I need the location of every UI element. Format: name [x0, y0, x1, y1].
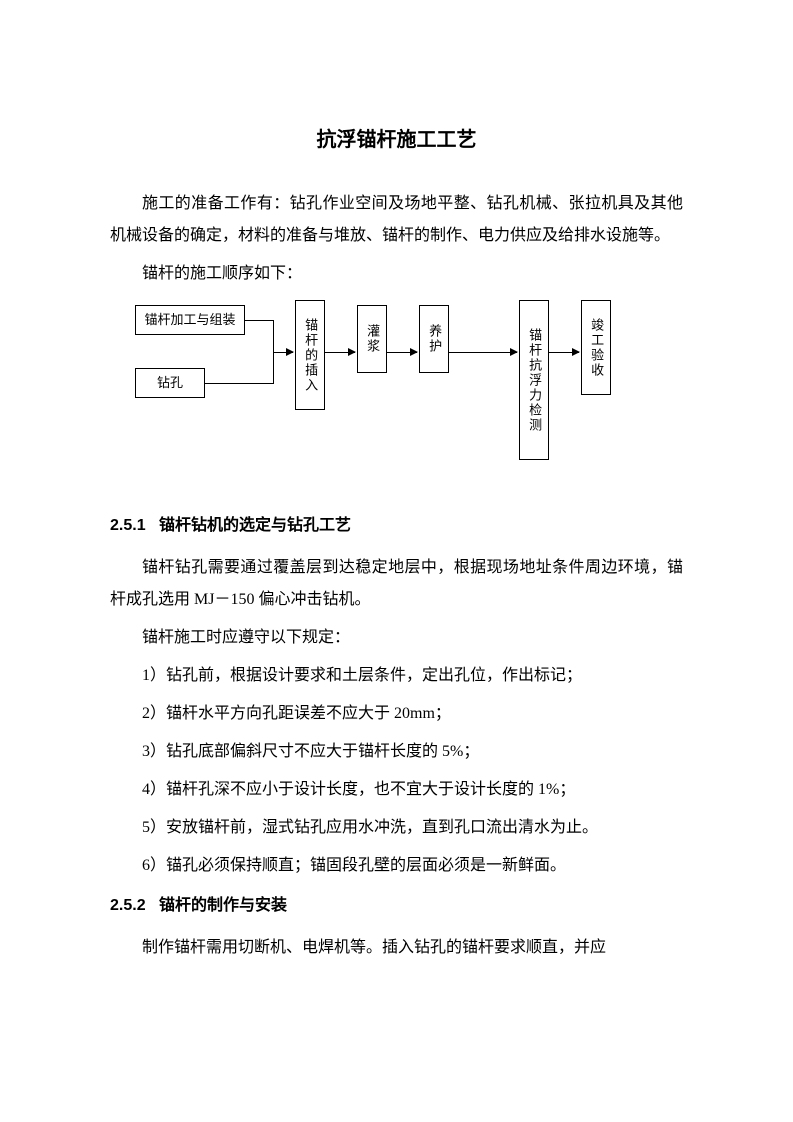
list-item-1: 1）钻孔前，根据设计要求和土层条件，定出孔位，作出标记；: [110, 660, 683, 692]
flow-arrow: [549, 352, 579, 353]
page-title: 抗浮锚杆施工工艺: [110, 120, 683, 160]
flow-box-grout: 灌浆: [357, 305, 387, 373]
list-item-6: 6）锚孔必须保持顺直；锚固段孔壁的层面必须是一新鲜面。: [110, 850, 683, 882]
sec2-p1: 制作锚杆需用切断机、电焊机等。插入钻孔的锚杆要求顺直，并应: [110, 932, 683, 964]
list-item-2: 2）锚杆水平方向孔距误差不应大于 20mm；: [110, 698, 683, 730]
flow-box-drilling: 钻孔: [135, 368, 205, 398]
flow-intro: 锚杆的施工顺序如下：: [110, 258, 683, 290]
flow-box-cure: 养护: [419, 305, 449, 373]
flow-box-processing: 锚杆加工与组装: [135, 305, 245, 335]
list-item-5: 5）安放锚杆前，湿式钻孔应用水冲洗，直到孔口流出清水为止。: [110, 812, 683, 844]
section-head-251: 2.5.1 锚杆钻机的选定与钻孔工艺: [110, 510, 683, 542]
flow-arrow: [325, 352, 355, 353]
flow-box-test: 锚杆抗浮力检测: [519, 300, 549, 460]
section-number: 2.5.1: [110, 517, 146, 534]
flowchart: 锚杆加工与组装 钻孔 锚杆的插入 灌浆 养护 锚杆抗浮力检测 竣工验收: [135, 300, 683, 495]
flow-line: [245, 320, 273, 321]
section-head-252: 2.5.2 锚杆的制作与安装: [110, 890, 683, 922]
flow-arrow: [387, 352, 417, 353]
flow-arrow: [449, 352, 517, 353]
list-item-3: 3）钻孔底部偏斜尺寸不应大于锚杆长度的 5%；: [110, 736, 683, 768]
list-item-4: 4）锚杆孔深不应小于设计长度，也不宜大于设计长度的 1%；: [110, 774, 683, 806]
section-number: 2.5.2: [110, 897, 146, 914]
sec1-p2: 锚杆施工时应遵守以下规定：: [110, 622, 683, 654]
flow-box-insert: 锚杆的插入: [295, 300, 325, 410]
flow-arrow: [273, 352, 293, 353]
flow-line: [205, 383, 273, 384]
sec1-p1: 锚杆钻孔需要通过覆盖层到达稳定地层中，根据现场地址条件周边环境，锚杆成孔选用 M…: [110, 552, 683, 616]
section-title: 锚杆钻机的选定与钻孔工艺: [159, 517, 351, 534]
section-title: 锚杆的制作与安装: [159, 897, 287, 914]
flow-box-accept: 竣工验收: [581, 300, 611, 395]
intro-paragraph: 施工的准备工作有：钻孔作业空间及场地平整、钻孔机械、张拉机具及其他机械设备的确定…: [110, 188, 683, 252]
